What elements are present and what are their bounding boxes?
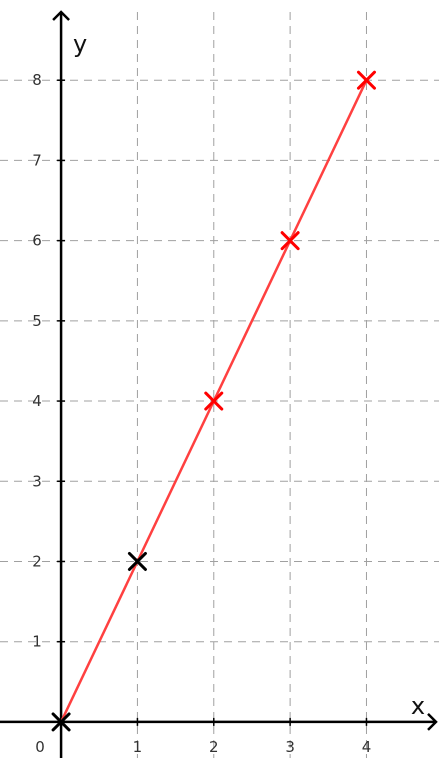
marker-stroke <box>127 551 147 571</box>
marker-stroke <box>356 70 376 90</box>
x-tick-label: 2 <box>209 738 219 756</box>
y-axis-arrow-icon <box>52 10 70 21</box>
x-tick-label: 4 <box>362 738 372 756</box>
y-tick-label: 4 <box>32 392 42 410</box>
marker-stroke <box>204 391 224 411</box>
data-point-marker <box>280 231 300 251</box>
y-tick-label: 6 <box>32 232 42 250</box>
grid <box>0 12 439 758</box>
x-axis-label: x <box>411 692 425 720</box>
marker-stroke <box>280 231 300 251</box>
axis-ticks: 0 1 2 3 4 1 2 3 4 5 6 7 8 <box>32 71 371 756</box>
axes <box>0 10 438 758</box>
x-tick-label: 3 <box>285 738 295 756</box>
data-point-marker <box>204 391 224 411</box>
x-axis-arrow-icon <box>427 713 438 731</box>
data-point-marker <box>51 712 71 732</box>
data-point-marker <box>127 551 147 571</box>
y-tick-label: 8 <box>32 71 42 89</box>
data-points <box>51 70 376 732</box>
y-tick-label: 5 <box>32 312 42 330</box>
y-tick-label: 2 <box>32 552 42 570</box>
marker-stroke <box>51 712 71 732</box>
data-point-marker <box>356 70 376 90</box>
y-tick-label: 1 <box>32 633 42 651</box>
y-tick-label: 7 <box>32 151 42 169</box>
x-tick-label: 1 <box>133 738 143 756</box>
y-tick-label: 3 <box>32 472 42 490</box>
x-tick-label: 0 <box>35 738 45 756</box>
y-axis-label: y <box>73 30 87 58</box>
